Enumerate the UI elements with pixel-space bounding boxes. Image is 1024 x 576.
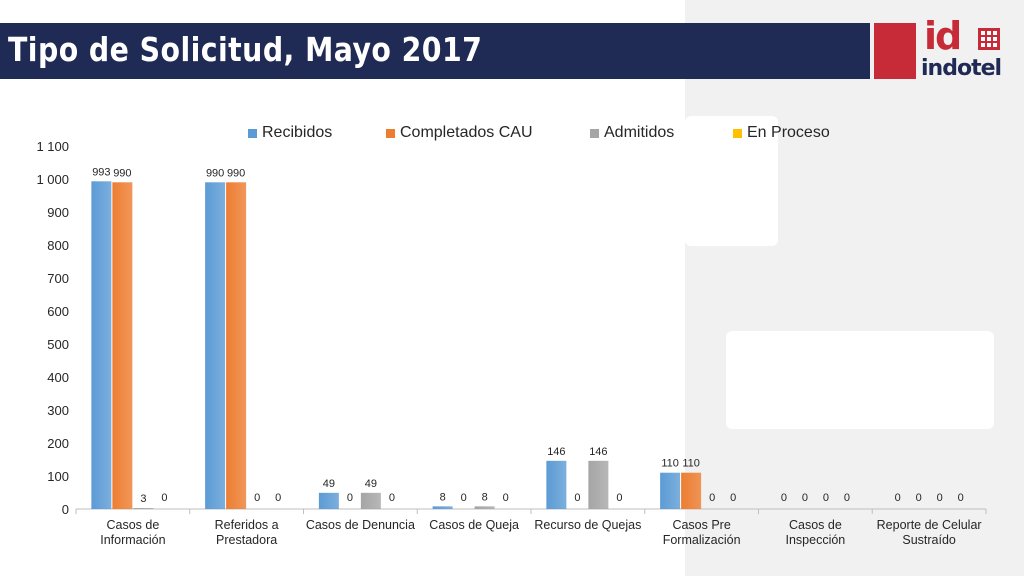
x-tick-label: Casos de Denuncia — [306, 518, 415, 532]
bar-recibidos — [432, 506, 453, 509]
y-tick-label: 800 — [47, 238, 69, 253]
data-label: 49 — [365, 478, 377, 490]
x-tick-label: Casos de — [789, 518, 842, 532]
x-tick-label: Recurso de Quejas — [534, 518, 641, 532]
data-label: 990 — [227, 167, 245, 179]
data-label: 0 — [937, 492, 943, 504]
x-tick-label: Referidos a — [215, 518, 279, 532]
data-label: 0 — [823, 492, 829, 504]
legend-item-recibidos: Recibidos — [248, 124, 332, 142]
data-label: 0 — [161, 492, 167, 504]
data-label: 49 — [323, 478, 335, 490]
bar-admitidos — [360, 492, 381, 509]
logo-red-block — [874, 23, 916, 79]
data-label: 0 — [781, 492, 787, 504]
x-tick-label: Prestadora — [216, 533, 277, 547]
data-label: 0 — [461, 492, 467, 504]
legend-item-completados: Completados CAU — [386, 124, 533, 142]
data-label: 8 — [440, 491, 446, 503]
data-label: 0 — [802, 492, 808, 504]
data-label: 146 — [589, 446, 607, 458]
legend-swatch — [733, 128, 742, 138]
data-label: 110 — [682, 458, 700, 470]
y-tick-label: 1 000 — [36, 172, 69, 187]
y-tick-label: 0 — [62, 502, 69, 517]
bar-recibidos — [205, 182, 226, 510]
title-bar — [0, 23, 870, 79]
data-label: 990 — [113, 167, 131, 179]
bar-admitidos — [133, 508, 154, 509]
bar-completados-cau — [681, 472, 702, 509]
x-tick-label: Sustraído — [902, 533, 956, 547]
data-label: 990 — [206, 167, 224, 179]
page-title: Tipo de Solicitud, Mayo 2017 — [8, 30, 483, 69]
y-tick-label: 400 — [47, 370, 69, 385]
bar-recibidos — [660, 472, 681, 509]
data-label: 0 — [958, 492, 964, 504]
y-tick-label: 1 100 — [36, 139, 69, 154]
decorative-panel — [685, 116, 778, 246]
data-label: 0 — [616, 492, 622, 504]
y-tick-label: 700 — [47, 271, 69, 286]
indotel-logo: id indotel — [920, 14, 1020, 84]
legend-label: Completados CAU — [400, 124, 533, 141]
data-label: 0 — [574, 492, 580, 504]
y-tick-label: 500 — [47, 337, 69, 352]
x-tick-label: Inspección — [785, 533, 845, 547]
data-label: 3 — [140, 493, 146, 505]
legend-item-admitidos: Admitidos — [590, 124, 674, 142]
bar-completados-cau — [112, 182, 133, 510]
data-label: 0 — [275, 492, 281, 504]
data-label: 0 — [503, 492, 509, 504]
x-tick-label: Formalización — [663, 533, 741, 547]
legend-label: Recibidos — [262, 124, 333, 141]
bar-admitidos — [474, 506, 495, 509]
decorative-panel — [726, 331, 994, 429]
y-tick-label: 300 — [47, 403, 69, 418]
y-tick-label: 900 — [47, 205, 69, 220]
bar-completados-cau — [226, 182, 247, 510]
data-label: 0 — [730, 492, 736, 504]
y-tick-label: 200 — [47, 436, 69, 451]
data-label: 993 — [92, 166, 110, 178]
data-label: 146 — [547, 446, 565, 458]
x-tick-label: Casos Pre — [672, 518, 730, 532]
data-label: 0 — [389, 492, 395, 504]
bar-recibidos — [91, 181, 112, 509]
bar-recibidos — [318, 492, 339, 509]
legend-label: Admitidos — [604, 124, 675, 141]
data-label: 0 — [347, 492, 353, 504]
x-tick-label: Reporte de Celular — [877, 518, 982, 532]
bar-recibidos — [546, 460, 567, 509]
legend-item-en-proceso: En Proceso — [733, 124, 830, 142]
data-label: 0 — [254, 492, 260, 504]
logo-grid-icon — [978, 28, 1000, 50]
data-label: 110 — [661, 458, 679, 470]
legend-swatch — [590, 128, 599, 138]
legend-label: En Proceso — [747, 124, 830, 141]
data-label: 8 — [482, 491, 488, 503]
logo-text: indotel — [921, 56, 1002, 81]
y-tick-label: 600 — [47, 304, 69, 319]
legend-swatch — [386, 128, 395, 138]
right-background-panel — [685, 0, 1024, 576]
y-tick-label: 100 — [47, 469, 69, 484]
data-label: 0 — [709, 492, 715, 504]
data-label: 0 — [895, 492, 901, 504]
data-label: 0 — [916, 492, 922, 504]
data-label: 0 — [844, 492, 850, 504]
legend-swatch — [248, 128, 257, 138]
logo-mark: id — [924, 14, 962, 58]
x-tick-label: Información — [100, 533, 165, 547]
x-tick-label: Casos de — [106, 518, 159, 532]
bar-admitidos — [588, 460, 609, 509]
chart-legend: Recibidos Completados CAU Admitidos En P… — [0, 124, 1024, 144]
x-tick-label: Casos de Queja — [429, 518, 519, 532]
